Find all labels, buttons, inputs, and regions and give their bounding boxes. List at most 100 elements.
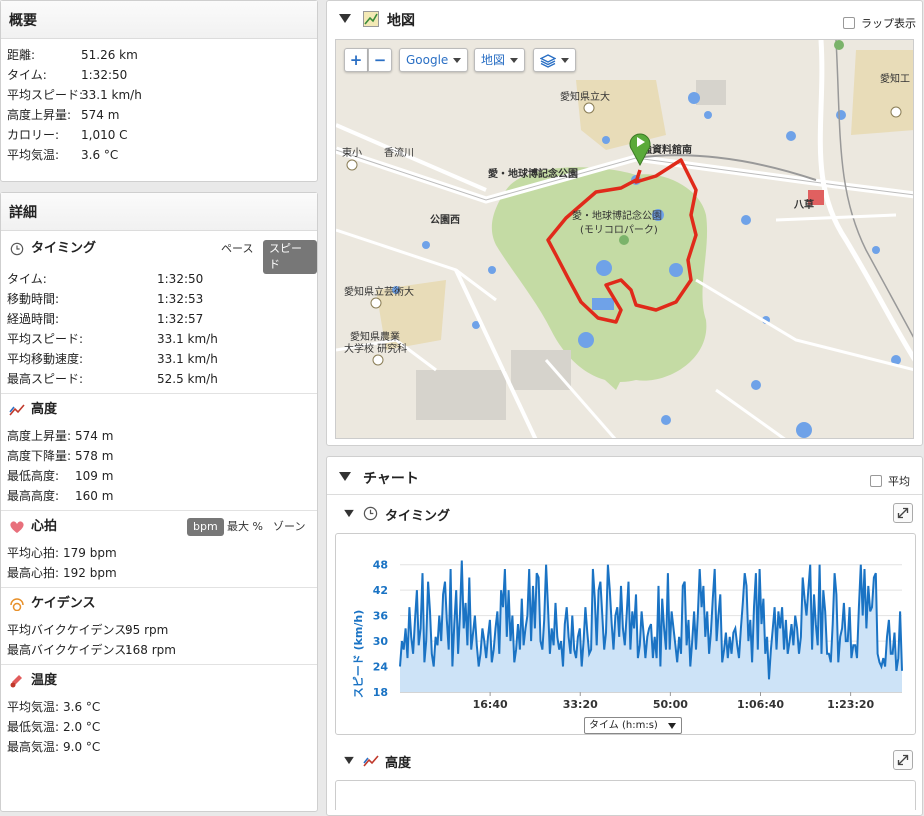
map-panel: 地図 ラップ表示 [326,0,923,446]
collapse-triangle-icon[interactable] [339,14,351,23]
map-label-univ: 愛知県立大 [560,92,610,103]
temperature-rows: 平均気温: 3.6 °C 最低気温: 2.0 °C 最高気温: 9.0 °C [1,697,317,757]
stat-value: 9.0 °C [63,740,101,754]
heart-rows: 平均心拍: 179 bpm 最高心拍: 192 bpm [1,543,317,583]
timing-rows: タイム: 1:32:50 移動時間: 1:32:53 経過時間: 1:32:57 平均スピー… [1,269,317,389]
collapse-triangle-icon[interactable] [339,472,351,481]
stat-label: 平均バイクケイデンス: [7,623,131,637]
max-percent-toggle[interactable]: 最大 % [227,520,263,533]
chart-panel: チャート 平均 タイミング 18 24 30 36 42 48 16:40 33:20 50:… [326,456,923,816]
stat-label: 最高心拍: [7,566,60,580]
map-label-shiryokan: 強資料館南 [642,145,692,156]
stat-row: 移動時間: 1:32:53 [1,289,317,309]
cadence-section-header: ケイデンス [1,588,317,620]
stat-label: 最低高度: [7,469,60,483]
stat-row: 平均心拍: 179 bpm [1,543,317,563]
stat-label: 平均気温: [7,148,60,162]
collapse-triangle-icon[interactable] [344,756,354,765]
zoom-out-button[interactable]: − [368,48,392,72]
expand-chart-button[interactable] [893,750,913,770]
x-tick-label: 16:40 [473,698,508,711]
divider [1,664,317,665]
expand-chart-button[interactable] [893,503,913,523]
stat-row: 最高高度: 160 m [1,486,317,506]
x-axis-select[interactable]: タイム (h:m:s) [584,717,682,734]
timing-chart-title: タイミング [385,509,451,524]
stat-row: 最低気温: 2.0 °C [1,717,317,737]
map-label-kaori: 香流川 [384,148,414,159]
stat-row: 高度下降量: 578 m [1,446,317,466]
collapse-triangle-icon[interactable] [344,509,354,518]
select-triangle-icon [668,723,676,729]
stat-value: 578 m [75,449,114,463]
temperature-section-header: 温度 [1,665,317,697]
x-tick-label: 1:23:20 [827,698,874,711]
pace-toggle[interactable]: ペース [221,242,254,255]
stat-label: 平均スピード: [7,332,84,346]
zoom-in-button[interactable]: + [344,48,368,72]
map-label-yakusa: 八草 [794,200,814,211]
stat-row: 平均気温: 3.6 °C [1,145,317,165]
chart-header: チャート 平均 [327,457,922,495]
stat-row: 最高バイクケイデンス: 168 rpm [1,640,317,660]
stat-label: タイム: [7,68,47,82]
elevation-rows: 高度上昇量: 574 m 高度下降量: 578 m 最低高度: 109 m 最高高度: 160… [1,426,317,506]
start-marker-icon[interactable] [628,130,652,166]
stat-value: 2.0 °C [63,720,101,734]
speed-series-line [399,560,903,680]
stat-value: 51.26 km [81,48,138,62]
lap-display-checkbox[interactable] [843,17,855,29]
cadence-title: ケイデンス [31,596,96,611]
stat-value: 3.6 °C [81,148,119,162]
stat-label: 移動時間: [7,292,60,306]
map-icon [363,11,379,27]
elevation-icon [363,755,379,767]
average-checkbox[interactable] [870,475,882,487]
details-title: 詳細 [1,193,317,231]
summary-title: 概要 [1,1,317,39]
stat-row: 最高気温: 9.0 °C [1,737,317,757]
stat-value: 574 m [81,108,120,122]
stat-label: 最高気温: [7,740,60,754]
map-label-park-name: 愛・地球博記念公園 [572,211,662,222]
stat-value: 1:32:57 [157,312,204,326]
map-title: 地図 [387,13,415,29]
stat-row: 距離: 51.26 km [1,45,317,65]
speed-chart-box: 18 24 30 36 42 48 16:40 33:20 50:00 1:06:40 1:23:… [335,533,916,735]
map-base [336,40,913,438]
layers-icon [539,53,557,68]
stat-row: 平均移動速度: 33.1 km/h [1,349,317,369]
chart-title: チャート [363,471,419,487]
stat-row: 平均バイクケイデンス: 95 rpm [1,620,317,640]
summary-rows: 距離: 51.26 km タイム: 1:32:50 平均スピード: 33.1 km/h 高度… [1,39,317,165]
map-provider-label: Google [406,53,449,67]
stat-value: 3.6 °C [63,700,101,714]
map-canvas[interactable]: 愛知県立大 愛知工 東小 香流川 愛・地球博記念公園 強資料館南 公園西 愛・地… [335,39,914,439]
stat-label: 経過時間: [7,312,60,326]
stat-value: 160 m [75,489,114,503]
expand-icon [897,754,909,766]
timing-chart-header: タイミング [327,495,922,531]
speed-toggle[interactable]: スピード [263,240,317,274]
stat-row: 高度上昇量: 574 m [1,105,317,125]
stat-row: タイム: 1:32:50 [1,65,317,85]
stat-value: 179 bpm [63,546,117,560]
stat-row: 最高スピード: 52.5 km/h [1,369,317,389]
stat-label: 平均気温: [7,700,60,714]
map-type-dropdown[interactable]: 地図 [474,48,526,72]
y-tick-label: 18 [373,686,388,699]
map-label-aichi-t: 愛知工 [880,74,910,85]
map-layers-dropdown[interactable] [533,48,576,72]
stat-value: 33.1 km/h [81,88,142,102]
lap-display-label: ラップ表示 [861,17,916,30]
stat-row: 平均スピード: 33.1 km/h [1,329,317,349]
y-tick-label: 36 [373,610,389,623]
bpm-toggle[interactable]: bpm [187,518,224,536]
zone-toggle[interactable]: ゾーン [273,520,306,533]
stat-value: 52.5 km/h [157,372,218,386]
map-provider-dropdown[interactable]: Google [399,48,469,72]
stat-label: 高度上昇量: [7,108,72,122]
y-tick-label: 24 [373,661,389,674]
average-label: 平均 [888,475,910,488]
stat-value: 33.1 km/h [157,332,218,346]
